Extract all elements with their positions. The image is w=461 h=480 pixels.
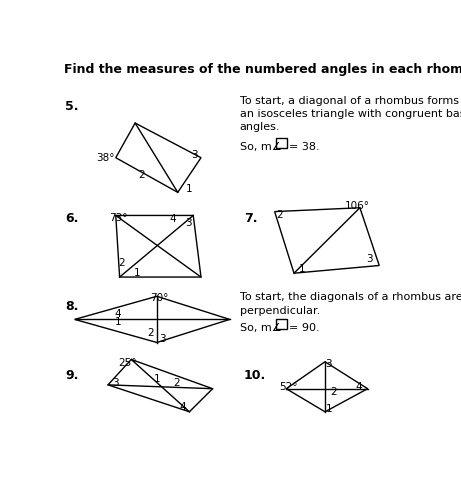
- Text: To start, the diagonals of a rhombus are
perpendicular.: To start, the diagonals of a rhombus are…: [240, 292, 461, 316]
- Text: 7.: 7.: [243, 212, 257, 225]
- Text: 9.: 9.: [65, 370, 79, 383]
- Text: 106°: 106°: [345, 201, 370, 211]
- Text: 3: 3: [185, 218, 192, 228]
- Text: 1: 1: [325, 405, 332, 415]
- Text: 70°: 70°: [150, 293, 168, 303]
- Text: 2: 2: [276, 210, 283, 220]
- Text: 3: 3: [159, 335, 165, 345]
- Text: 3: 3: [366, 254, 373, 264]
- Text: 2: 2: [138, 170, 145, 180]
- Text: 1: 1: [186, 183, 193, 193]
- Bar: [276, 319, 287, 329]
- Text: = 38.: = 38.: [290, 142, 320, 152]
- Text: 10.: 10.: [243, 370, 266, 383]
- Text: Find the measures of the numbered angles in each rhombus.: Find the measures of the numbered angles…: [64, 63, 461, 76]
- Text: 52°: 52°: [279, 382, 298, 392]
- Text: 2: 2: [118, 258, 124, 268]
- Text: 4: 4: [115, 309, 121, 319]
- Text: 25°: 25°: [118, 358, 136, 368]
- Text: 4: 4: [355, 382, 361, 392]
- Text: 1: 1: [115, 317, 121, 327]
- Text: So, m∠: So, m∠: [240, 142, 282, 152]
- Text: = 90.: = 90.: [290, 323, 320, 333]
- Text: So, m∠: So, m∠: [240, 323, 282, 333]
- Text: 38°: 38°: [96, 153, 115, 163]
- Text: 5.: 5.: [65, 100, 79, 113]
- Bar: [276, 138, 287, 148]
- Text: 3: 3: [325, 359, 332, 369]
- Text: 2: 2: [330, 387, 337, 397]
- Text: 4: 4: [180, 402, 187, 412]
- Text: 1: 1: [298, 264, 305, 274]
- Text: 2: 2: [173, 378, 179, 388]
- Text: To start, a diagonal of a rhombus forms
an isosceles triangle with congruent bas: To start, a diagonal of a rhombus forms …: [240, 96, 461, 132]
- Text: 3: 3: [191, 150, 197, 160]
- Text: 73°: 73°: [109, 213, 127, 223]
- Text: 3: 3: [112, 378, 118, 387]
- Text: 1: 1: [134, 268, 141, 278]
- Text: 6.: 6.: [65, 212, 79, 225]
- Text: 4: 4: [169, 214, 176, 224]
- Text: 8.: 8.: [65, 300, 79, 313]
- Text: 1: 1: [154, 374, 160, 384]
- Text: 2: 2: [148, 328, 154, 338]
